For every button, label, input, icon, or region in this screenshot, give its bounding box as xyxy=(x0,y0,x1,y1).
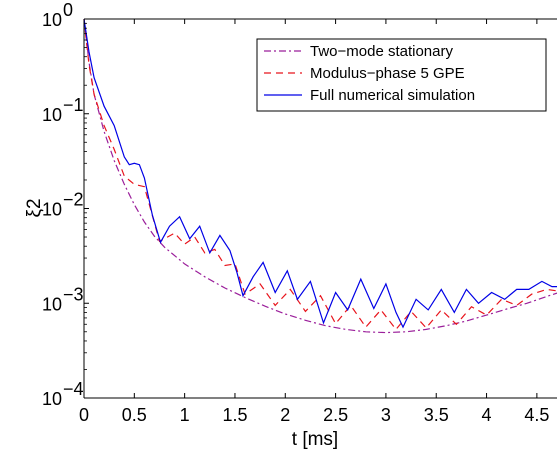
legend-label-0: Two−mode stationary xyxy=(310,43,453,60)
x-tick-label: 2.5 xyxy=(323,405,348,425)
ticks-layer xyxy=(83,18,538,399)
y-tick-exponent: −4 xyxy=(63,379,84,399)
series-line-1 xyxy=(83,18,557,331)
series-line-0 xyxy=(83,18,557,334)
legend-label-1: Modulus−phase 5 GPE xyxy=(310,65,465,82)
x-tick-label: 0.5 xyxy=(122,405,147,425)
y-tick-exponent: −3 xyxy=(63,284,84,304)
x-tick-label: 0 xyxy=(79,405,89,425)
legend: Two−mode stationary Modulus−phase 5 GPE Fu… xyxy=(256,38,547,112)
y-tick-label: 10 xyxy=(42,200,62,220)
x-tick-label: 1 xyxy=(180,405,190,425)
y-tick-exponent: 0 xyxy=(63,0,73,20)
y-axis-title: ξ2 xyxy=(24,198,45,217)
y-tick-label: 10 xyxy=(42,10,62,30)
x-tick-label: 2 xyxy=(280,405,290,425)
x-tick-label: 3.5 xyxy=(424,405,449,425)
series-layer xyxy=(83,18,557,334)
y-tick-exponent: −1 xyxy=(63,95,84,115)
x-tick-label: 4.5 xyxy=(524,405,549,425)
y-tick-label: 10 xyxy=(42,105,62,125)
y-tick-label: 10 xyxy=(42,294,62,314)
x-tick-label: 4 xyxy=(482,405,492,425)
legend-label-2: Full numerical simulation xyxy=(310,87,475,104)
series-line-2 xyxy=(83,18,557,329)
y-tick-label: 10 xyxy=(42,389,62,409)
x-axis-title: t [ms] xyxy=(292,429,338,450)
legend-box xyxy=(256,38,547,112)
x-tick-label: 1.5 xyxy=(222,405,247,425)
x-tick-label: 3 xyxy=(381,405,391,425)
y-tick-exponent: −2 xyxy=(63,190,84,210)
